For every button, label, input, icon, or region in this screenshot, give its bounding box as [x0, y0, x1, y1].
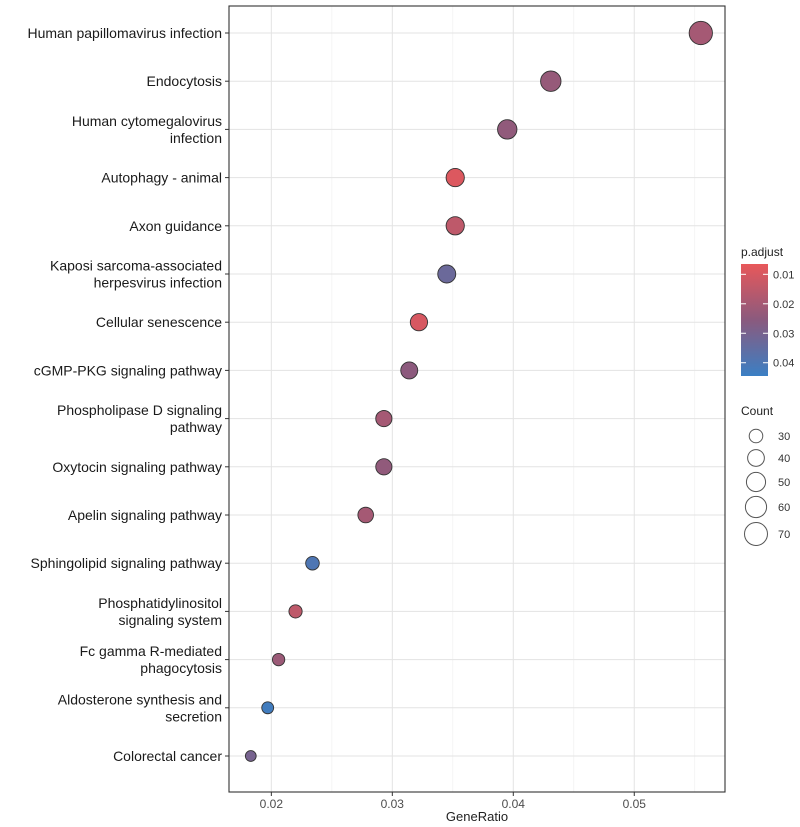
data-point — [261, 701, 275, 715]
colorbar-tick-label: 0.01 — [773, 269, 794, 281]
data-point — [375, 458, 393, 476]
data-point — [497, 119, 518, 140]
data-point — [409, 313, 429, 332]
data-point — [357, 506, 374, 524]
plot-panel-border — [228, 5, 726, 793]
y-axis-label: phagocytosis — [140, 660, 222, 676]
x-tick-label: 0.02 — [260, 797, 284, 811]
data-point — [271, 652, 286, 667]
data-point — [400, 361, 419, 380]
y-axis-labels: Human papillomavirus infection Endocytosi… — [27, 25, 229, 764]
y-axis-label: Cellular senescence — [96, 314, 222, 330]
y-axis-label: herpesvirus infection — [94, 275, 222, 291]
count-legend-title: Count — [741, 404, 774, 418]
y-axis-label: cGMP-PKG signaling pathway — [34, 362, 222, 378]
plot-panel-background — [229, 6, 725, 792]
count-legend-label: 40 — [778, 453, 790, 465]
colorbar-tick-label: 0.03 — [773, 328, 794, 340]
data-point — [375, 410, 393, 428]
x-tick-label: 0.04 — [502, 797, 526, 811]
y-axis-label: Axon guidance — [129, 218, 222, 234]
y-axis-label: Endocytosis — [147, 73, 222, 89]
data-points — [244, 20, 713, 762]
p-adjust-legend-title: p.adjust — [741, 245, 784, 259]
count-legend-label: 60 — [778, 502, 790, 514]
y-axis-label: Apelin signaling pathway — [68, 507, 222, 523]
x-tick-label: 0.05 — [623, 797, 647, 811]
y-axis-label: Sphingolipid signaling pathway — [31, 555, 222, 571]
y-axis-label: Human cytomegalovirus — [72, 113, 222, 129]
count-legend-key — [748, 428, 764, 444]
y-axis-label: infection — [170, 130, 222, 146]
x-axis: 0.02 0.03 0.04 0.05 — [260, 792, 647, 811]
x-axis-title: GeneRatio — [446, 809, 508, 824]
y-axis-label: Colorectal cancer — [113, 748, 222, 764]
y-axis-label: Autophagy - animal — [101, 170, 222, 186]
y-axis-label: signaling system — [119, 612, 223, 628]
y-axis-label: Kaposi sarcoma-associated — [50, 258, 222, 274]
data-point — [305, 555, 320, 571]
count-legend-key — [744, 522, 768, 546]
data-point — [445, 216, 465, 236]
data-point — [437, 264, 457, 284]
colorbar-tick-label: 0.02 — [773, 299, 794, 311]
data-point — [244, 750, 257, 762]
count-legend-key — [747, 449, 765, 467]
count-legend: Count 30 40 50 60 70 — [741, 404, 790, 546]
p-adjust-legend: p.adjust 0.01 0.02 0.03 0.04 — [741, 245, 794, 376]
grid-lines — [229, 6, 725, 792]
count-legend-key — [745, 471, 767, 493]
y-axis-label: secretion — [165, 708, 222, 724]
data-point — [445, 168, 465, 188]
colorbar-tick-label: 0.04 — [773, 358, 794, 370]
count-legend-label: 70 — [778, 529, 790, 541]
y-axis-label: pathway — [170, 419, 222, 435]
data-point — [688, 20, 713, 46]
y-axis-label: Phosphatidylinositol — [98, 595, 222, 611]
x-tick-label: 0.03 — [381, 797, 405, 811]
y-axis-label: Phospholipase D signaling — [57, 402, 222, 418]
y-axis-label: Aldosterone synthesis and — [58, 691, 222, 707]
data-point — [288, 604, 303, 619]
count-legend-key — [744, 495, 768, 519]
count-legend-label: 30 — [778, 431, 790, 443]
data-point — [540, 70, 562, 92]
y-axis-label: Human papillomavirus infection — [27, 25, 222, 41]
y-axis-label: Fc gamma R-mediated — [80, 643, 222, 659]
y-axis-label: Oxytocin signaling pathway — [52, 459, 222, 475]
count-legend-label: 50 — [778, 477, 790, 489]
p-adjust-colorbar — [741, 264, 768, 376]
